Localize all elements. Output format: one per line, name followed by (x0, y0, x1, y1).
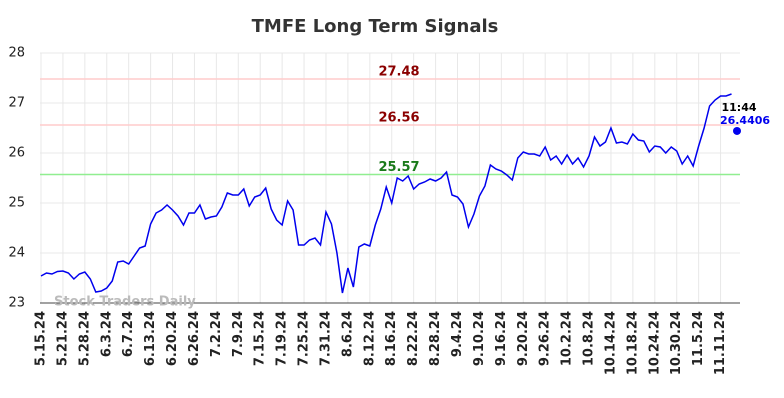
x-tick-label: 5.15.24 (34, 311, 49, 366)
x-tick-label: 7.9.24 (231, 311, 246, 357)
x-tick-label: 8.6.24 (340, 311, 355, 357)
x-tick-label: 10.30.24 (669, 311, 684, 375)
last-price-dot (733, 126, 741, 135)
x-tick-label: 10.18.24 (625, 311, 640, 375)
x-tick-label: 7.31.24 (318, 311, 333, 366)
x-tick-label: 9.4.24 (450, 311, 465, 357)
x-tick-label: 11.11.24 (713, 311, 728, 375)
x-tick-label: 10.14.24 (603, 311, 618, 375)
signal-label: 27.48 (378, 65, 419, 80)
x-tick-label: 8.28.24 (428, 311, 443, 366)
y-tick-label: 28 (8, 46, 25, 61)
x-tick-label: 9.10.24 (472, 311, 487, 366)
y-tick-label: 23 (8, 296, 25, 311)
x-tick-label: 10.24.24 (647, 311, 662, 375)
watermark: Stock Traders Daily (54, 295, 196, 310)
y-tick-label: 26 (8, 146, 25, 161)
last-time-label: 11:44 (721, 101, 756, 114)
x-tick-label: 9.20.24 (516, 311, 531, 366)
y-tick-label: 27 (8, 96, 25, 111)
x-tick-label: 9.26.24 (538, 311, 553, 366)
x-tick-label: 5.21.24 (55, 311, 70, 366)
x-tick-label: 5.28.24 (77, 311, 92, 366)
x-tick-label: 11.5.24 (691, 311, 706, 366)
y-tick-label: 24 (8, 246, 25, 261)
x-tick-label: 6.7.24 (121, 311, 136, 357)
signal-label: 26.56 (378, 111, 419, 126)
x-tick-label: 8.12.24 (362, 311, 377, 366)
x-tick-label: 7.19.24 (275, 311, 290, 366)
y-tick-label: 25 (8, 196, 25, 211)
price-line (40, 93, 732, 294)
last-price-label: 26.4406 (720, 114, 770, 127)
x-tick-label: 9.16.24 (494, 311, 509, 366)
x-tick-label: 6.13.24 (143, 311, 158, 366)
x-tick-label: 10.2.24 (560, 311, 575, 366)
x-tick-label: 8.16.24 (384, 311, 399, 366)
x-tick-label: 10.8.24 (582, 311, 597, 366)
x-tick-label: 7.15.24 (253, 311, 268, 366)
x-tick-label: 6.20.24 (165, 311, 180, 366)
x-tick-label: 6.3.24 (99, 311, 114, 357)
x-tick-label: 7.2.24 (209, 311, 224, 357)
x-tick-label: 6.26.24 (187, 311, 202, 366)
x-tick-label: 8.22.24 (406, 311, 421, 366)
chart-title: TMFE Long Term Signals (252, 16, 499, 37)
x-tick-label: 7.25.24 (297, 311, 312, 366)
signal-label: 25.57 (378, 160, 419, 175)
